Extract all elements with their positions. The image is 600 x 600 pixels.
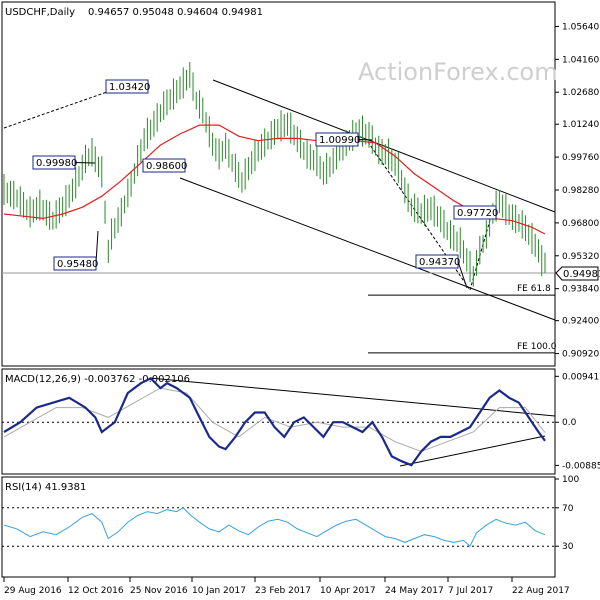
price-tick-label: 0.96800 [562,219,599,229]
callout-label: 1.03420 [109,82,150,93]
rsi-axis: 100 70 30 [2,475,579,552]
callout-label: 1.00990 [319,135,360,146]
callout-label: 0.97720 [457,208,498,219]
x-tick-label: 7 Jul 2017 [448,586,493,596]
watermark: ActionForex.com [358,58,558,86]
callout-leader [357,139,373,141]
channel-lower-line [179,177,556,321]
moving-average-line [3,124,546,235]
price-tick-label: 0.90920 [562,350,599,360]
price-tick-label: 0.93840 [562,285,599,295]
trend-lines [2,79,556,467]
fe-level-label: FE 61.8 [517,284,551,294]
x-tick-label: 22 Aug 2017 [512,586,570,596]
rsi-series [3,507,546,548]
macd-series [3,376,546,467]
x-tick-label: 23 Feb 2017 [255,586,311,596]
price-tick-label: 0.95320 [562,252,599,262]
callout-label: 0.99980 [36,158,77,169]
price-tick-label: 1.01240 [562,120,599,130]
callout-box [415,254,459,269]
macd-upper-trend [149,377,556,417]
macd-tick-label: -0.008852 [562,461,600,471]
macd-tick-label: 0.009411 [562,372,600,382]
callout-box [105,79,149,94]
callout-box [315,132,359,147]
price-axis: 1.05640 1.04160 1.02680 1.01240 0.99760 0.982… [555,22,599,360]
price-tick-label: 1.02680 [562,88,599,98]
callout-leader [74,162,96,164]
price-tick-label: 0.99760 [562,153,599,163]
price-tick-label: 1.04160 [562,55,599,65]
rsi-tick-label: 30 [562,542,574,552]
current-price-tag: 0.94981 [555,266,600,281]
callout-label: 0.98600 [146,161,187,172]
callout-leader [457,261,468,289]
rsi-title: RSI(14) 41.9381 [5,482,86,493]
rsi-tick-label: 70 [562,504,574,514]
x-tick-label: 12 Oct 2016 [68,586,124,596]
callout-box [53,256,97,271]
x-axis: 29 Aug 2016 12 Oct 2016 25 Nov 2016 10 Jan … [3,577,570,596]
x-tick-label: 29 Aug 2016 [4,586,62,596]
rsi-line [3,507,546,548]
callout-label: 0.95480 [57,259,98,270]
fe-levels: FE 61.8 FE 100.0 [368,284,557,354]
callout-box [453,205,497,220]
price-tick-label: 1.05640 [562,22,599,32]
fe-level-label: FE 100.0 [517,342,557,352]
current-price-label: 0.94981 [563,269,600,280]
macd-panel [1,368,556,475]
price-tick-label: 0.98280 [562,186,599,196]
rsi-panel [1,476,556,578]
macd-title: MACD(12,26,9) -0.003762 -0.002106 [5,374,190,385]
price-callouts: 1.03420 0.99980 0.95480 0.98600 1.00990 0.977… [32,79,498,289]
macd-tick-label: 0.0 [562,418,577,428]
rsi-tick-label: 100 [562,475,579,485]
channel-upper-line [212,79,556,213]
callout-box [142,158,186,173]
x-tick-label: 10 Jan 2017 [192,586,246,596]
symbol-label: USDCHF,Daily [5,7,75,18]
macd-signal-line [3,387,546,453]
callout-label: 0.94370 [419,257,460,268]
macd-lower-trend [399,435,546,467]
callout-box [32,155,76,170]
price-panel [1,1,556,367]
ohlc-label: 0.94657 0.95048 0.94604 0.94981 [88,7,263,18]
macd-line [3,376,546,467]
x-tick-label: 10 Apr 2017 [320,586,376,596]
x-tick-label: 24 May 2017 [385,586,444,596]
price-tick-label: 0.92400 [562,317,599,327]
x-tick-label: 25 Nov 2016 [130,586,188,596]
